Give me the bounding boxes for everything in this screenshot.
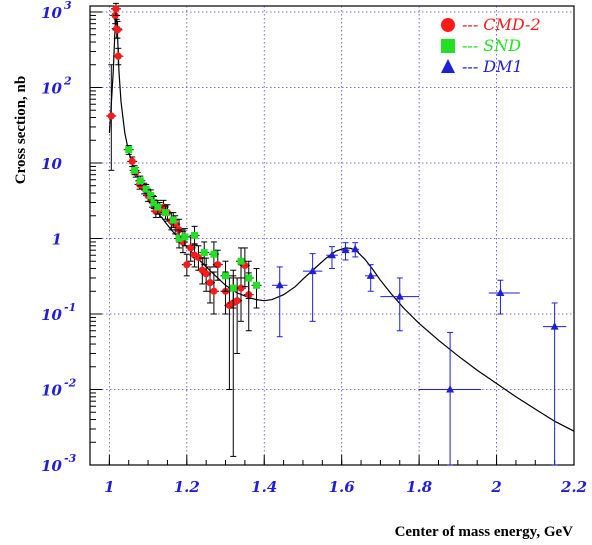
data-points-layer — [106, 2, 567, 466]
x-tick-label: 1.6 — [329, 478, 356, 496]
series-snd — [123, 145, 262, 309]
y-tick-exponent: -3 — [64, 452, 77, 465]
y-tick-exponent: -1 — [64, 301, 76, 314]
x-tick-label: 2.2 — [560, 478, 587, 496]
data-point — [162, 209, 170, 217]
data-point — [114, 52, 122, 60]
data-point — [131, 166, 139, 174]
data-point — [237, 284, 245, 292]
data-point — [142, 185, 150, 193]
data-point — [136, 177, 144, 185]
data-point — [210, 250, 218, 258]
data-point — [446, 384, 455, 393]
y-tick-label: 10 — [41, 155, 62, 173]
legend-marker-dm1 — [441, 59, 455, 73]
data-point — [200, 249, 208, 257]
data-point — [222, 272, 230, 280]
plot-frame — [89, 5, 575, 466]
data-point — [351, 244, 360, 253]
legend-label: --- SND — [462, 36, 521, 55]
legend-label: --- CMD-2 — [462, 15, 541, 34]
fit-curve — [108, 5, 575, 432]
data-point — [113, 26, 122, 34]
y-tick-label: 10 — [41, 457, 62, 475]
data-point — [366, 271, 375, 279]
data-point — [252, 281, 260, 289]
data-point — [183, 261, 191, 269]
data-point — [202, 270, 210, 278]
data-point — [125, 146, 133, 154]
y-tick-exponent: -2 — [64, 376, 77, 389]
y-tick-exponent: 3 — [64, 0, 72, 12]
data-point — [150, 198, 158, 206]
data-point — [308, 266, 317, 275]
data-point — [169, 216, 177, 224]
data-point — [237, 257, 245, 265]
data-point — [328, 250, 336, 259]
data-point — [233, 297, 241, 305]
x-axis-title: Center of mass energy, GeV — [395, 524, 574, 540]
y-axis-title: Cross section, nb — [13, 76, 29, 185]
data-point — [206, 279, 214, 287]
data-point — [275, 280, 284, 289]
x-tick-labels: 1 1.2 1.4 1.6 1.8 2 2.2 — [104, 478, 587, 496]
data-point — [229, 284, 237, 292]
y-tick-exponent: 2 — [63, 74, 72, 87]
data-point — [128, 157, 136, 165]
data-point — [147, 192, 155, 200]
data-point — [341, 245, 350, 254]
y-tick-label: 10 — [41, 306, 62, 324]
x-tick-label: 1.2 — [174, 478, 200, 496]
x-tick-label: 1.8 — [406, 478, 433, 496]
legend-marker-cmd2 — [441, 18, 455, 32]
legend-marker-snd — [441, 39, 455, 53]
data-point — [175, 234, 183, 242]
x-tick-label: 1.4 — [251, 478, 277, 496]
data-point — [191, 231, 199, 239]
series-dm1 — [271, 242, 567, 466]
y-tick-label: 10 — [41, 4, 62, 22]
fit-curve-layer — [108, 5, 575, 432]
data-point — [181, 233, 189, 241]
data-point — [194, 253, 203, 262]
x-tick-label: 2 — [490, 478, 501, 496]
y-tick-label: 10 — [41, 79, 62, 97]
data-point — [210, 287, 218, 295]
data-point — [245, 274, 253, 282]
data-point — [496, 288, 505, 296]
y-tick-label: 10 — [41, 381, 62, 399]
data-point — [187, 244, 195, 252]
legend: --- CMD-2 --- SND --- DM1 — [441, 15, 541, 76]
data-point — [112, 5, 120, 13]
data-point — [154, 203, 162, 211]
legend-label: --- DM1 — [462, 57, 523, 76]
data-point — [550, 322, 559, 330]
data-point — [395, 292, 404, 300]
x-tick-label: 1 — [104, 478, 114, 496]
y-tick-label: 1 — [52, 230, 62, 248]
data-point — [107, 112, 115, 120]
